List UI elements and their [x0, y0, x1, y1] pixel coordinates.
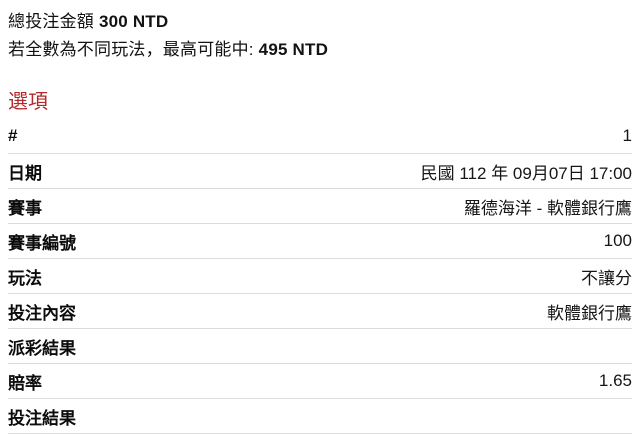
row-label: #	[8, 126, 18, 145]
row-label: 派彩結果	[8, 338, 76, 358]
total-bet-value: 300 NTD	[98, 12, 169, 31]
table-row: 投注結果	[8, 399, 632, 434]
table-row: 賠率 1.65	[8, 364, 632, 399]
options-section-title: 選項	[8, 91, 48, 113]
table-row: 派彩結果	[8, 329, 632, 364]
row-value: 100	[603, 231, 632, 250]
table-row: 日期 民國 112 年 09月07日 17:00	[8, 154, 632, 189]
row-value: 軟體銀行鷹	[547, 303, 632, 323]
table-row: 賽事 羅德海洋 - 軟體銀行鷹	[8, 189, 632, 224]
row-label: 賠率	[8, 373, 42, 393]
option-table: # 1 日期 民國 112 年 09月07日 17:00 賽事 羅德海洋 - 軟…	[8, 119, 632, 434]
row-label: 投注內容	[8, 303, 76, 323]
row-value: 1	[622, 126, 632, 145]
table-row: # 1	[8, 119, 632, 154]
max-win-label: 若全數為不同玩法，最高可能中:	[8, 40, 254, 59]
total-bet-label: 總投注金額	[8, 12, 94, 31]
row-label: 投注結果	[8, 408, 76, 428]
row-label: 賽事	[8, 198, 42, 218]
row-value: 不讓分	[581, 268, 632, 288]
row-value: 羅德海洋 - 軟體銀行鷹	[463, 198, 632, 218]
row-value: 1.65	[598, 371, 632, 390]
row-label: 玩法	[8, 268, 42, 288]
table-row: 投注內容 軟體銀行鷹	[8, 294, 632, 329]
max-win-line: 若全數為不同玩法，最高可能中: 495 NTD	[8, 36, 632, 64]
total-bet-line: 總投注金額 300 NTD	[8, 8, 632, 36]
table-row: 玩法 不讓分	[8, 259, 632, 294]
table-row: 賽事編號 100	[8, 224, 632, 259]
row-value: 民國 112 年 09月07日 17:00	[420, 163, 632, 183]
row-label: 日期	[8, 163, 42, 183]
row-label: 賽事編號	[8, 233, 76, 253]
max-win-value: 495 NTD	[258, 40, 329, 59]
